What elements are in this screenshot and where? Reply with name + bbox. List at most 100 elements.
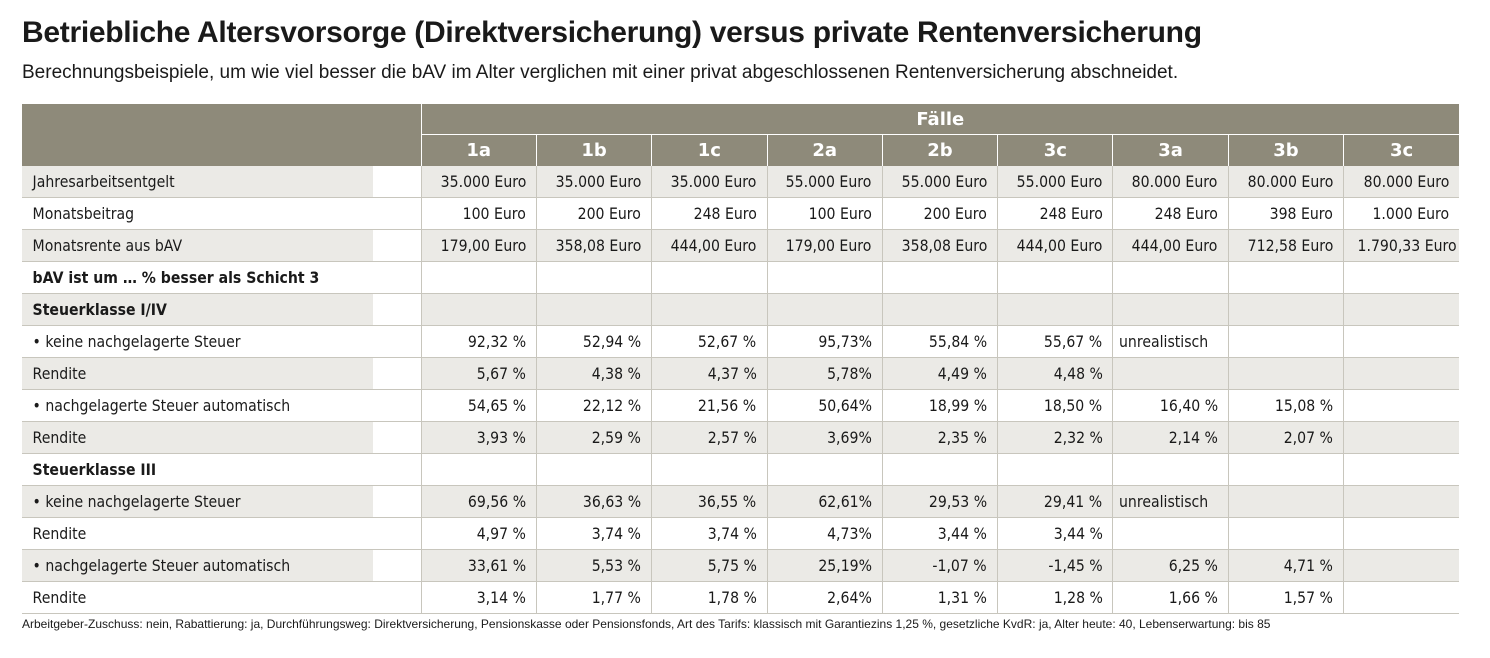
table-cell [766, 293, 883, 326]
table-cell [1343, 325, 1459, 358]
row-label: Monatsrente aus bAV [22, 229, 374, 262]
table-row: Rendite 5,67 % 4,38 % 4,37 % 5,78% 4,49 % 4,48… [22, 357, 1459, 390]
cell-value: 4,97 % [476, 524, 526, 543]
cell-value: 179,00 Euro [440, 236, 526, 255]
table-row: Steuerklasse III [22, 453, 1459, 486]
cell-value: 100 Euro [808, 204, 872, 223]
table-cell: 248 Euro [997, 197, 1113, 230]
table-cell: 29,41 % [997, 485, 1113, 518]
table-cell: 4,37 % [651, 357, 768, 390]
cell-value: 52,94 % [583, 332, 642, 351]
table-cell: 1,66 % [1112, 581, 1229, 614]
footnote: Arbeitgeber-Zuschuss: nein, Rabattierung… [22, 617, 1271, 631]
table-cell: 444,00 Euro [1112, 229, 1229, 262]
cell-value: 2,64% [827, 588, 872, 607]
header-corner-lower [22, 134, 422, 166]
table-cell: -1,45 % [997, 549, 1113, 582]
table-cell: 100 Euro [766, 197, 883, 230]
table-cell: 21,56 % [651, 389, 768, 422]
table-cell: 5,78% [766, 357, 883, 390]
cell-value: 4,71 % [1283, 556, 1334, 575]
column-header: 2b [881, 134, 998, 166]
table-cell: 25,19% [766, 549, 883, 582]
cell-value: 80.000 Euro [1247, 172, 1334, 191]
cell-value: 21,56 % [698, 396, 757, 415]
table-row: Rendite 4,97 % 3,74 % 3,74 % 4,73% 3,44 % 3,44… [22, 517, 1459, 550]
cell-value: 1,28 % [1053, 588, 1103, 607]
cell-value: 1,31 % [937, 588, 988, 607]
cell-value: 398 Euro [1269, 204, 1334, 223]
comparison-table: Fälle 1a 1b 1c 2a 2b 3c 3a 3b 3c Jahresarbeitsen… [22, 104, 1459, 614]
table-cell: 3,69% [766, 421, 883, 454]
cell-value: 92,32 % [467, 332, 526, 351]
column-header: 1a [420, 134, 537, 166]
table-cell [1112, 293, 1229, 326]
table-row: • nachgelagerte Steuer automatisch 33,61 … [22, 549, 1459, 582]
page-subtitle: Berechnungsbeispiele, um wie viel besser… [22, 62, 1179, 83]
table-cell [535, 453, 652, 486]
row-label: Steuerklasse III [22, 453, 374, 486]
table-cell [651, 261, 768, 294]
cell-value: 80.000 Euro [1363, 172, 1449, 191]
table-cell [1343, 389, 1459, 422]
table-cell [1227, 453, 1344, 486]
table-cell [1343, 581, 1459, 614]
cell-value: -1,07 % [932, 556, 988, 575]
cell-value: 200 Euro [923, 204, 988, 223]
cell-value: 358,08 Euro [901, 236, 988, 255]
cell-value: 15,08 % [1274, 396, 1334, 415]
table-cell [1343, 549, 1459, 582]
cell-value: 55,84 % [928, 332, 988, 351]
table-row: • keine nachgelagerte Steuer 92,32 % 52,94… [22, 325, 1459, 358]
row-label: Rendite [22, 421, 374, 454]
row-label: Steuerklasse I/IV [22, 293, 374, 326]
table-cell [881, 261, 998, 294]
table-cell [1343, 453, 1459, 486]
table-cell: 80.000 Euro [1343, 166, 1459, 198]
table-cell: 35.000 Euro [420, 166, 537, 198]
table-cell: 5,53 % [535, 549, 652, 582]
table-cell [1227, 293, 1344, 326]
table-cell: 712,58 Euro [1227, 229, 1344, 262]
table-cell: 1,28 % [997, 581, 1113, 614]
cell-value: 712,58 Euro [1247, 236, 1334, 255]
table-cell [420, 453, 537, 486]
cell-value: 2,07 % [1283, 428, 1334, 447]
table-cell: 444,00 Euro [651, 229, 768, 262]
cell-value: 444,00 Euro [670, 236, 757, 255]
table-cell: -1,07 % [881, 549, 998, 582]
cell-value: 444,00 Euro [1016, 236, 1103, 255]
row-label: Jahresarbeitsentgelt [22, 166, 374, 198]
row-label: Rendite [22, 517, 374, 550]
table-cell [1343, 357, 1459, 390]
cell-value: 16,40 % [1159, 396, 1218, 415]
table-cell: 5,67 % [420, 357, 537, 390]
column-header: 1c [651, 134, 768, 166]
table-cell [766, 261, 883, 294]
cell-value: 248 Euro [1039, 204, 1103, 223]
cell-value: 5,78% [827, 364, 872, 383]
cell-value: 200 Euro [577, 204, 642, 223]
table-row: • keine nachgelagerte Steuer 69,56 % 36,63… [22, 485, 1459, 518]
table-cell [420, 293, 537, 326]
cell-value: 62,61% [818, 492, 872, 511]
table-row: Steuerklasse I/IV [22, 293, 1459, 326]
cell-value: 33,61 % [467, 556, 526, 575]
table-cell: 4,73% [766, 517, 883, 550]
table-cell [1112, 261, 1229, 294]
table-cell [535, 261, 652, 294]
table-cell: 80.000 Euro [1112, 166, 1229, 198]
cell-value: 5,67 % [476, 364, 526, 383]
table-cell: 2,57 % [651, 421, 768, 454]
cell-value: 100 Euro [462, 204, 526, 223]
row-label: Rendite [22, 581, 374, 614]
table-cell: 3,44 % [997, 517, 1113, 550]
table-cell: 200 Euro [535, 197, 652, 230]
table-cell [651, 453, 768, 486]
table-cell: 1,77 % [535, 581, 652, 614]
table-cell: 92,32 % [420, 325, 537, 358]
table-cell: 3,44 % [881, 517, 998, 550]
table-cell: 5,75 % [651, 549, 768, 582]
table-cell: 69,56 % [420, 485, 537, 518]
table-cell: unrealistisch [1112, 485, 1229, 518]
